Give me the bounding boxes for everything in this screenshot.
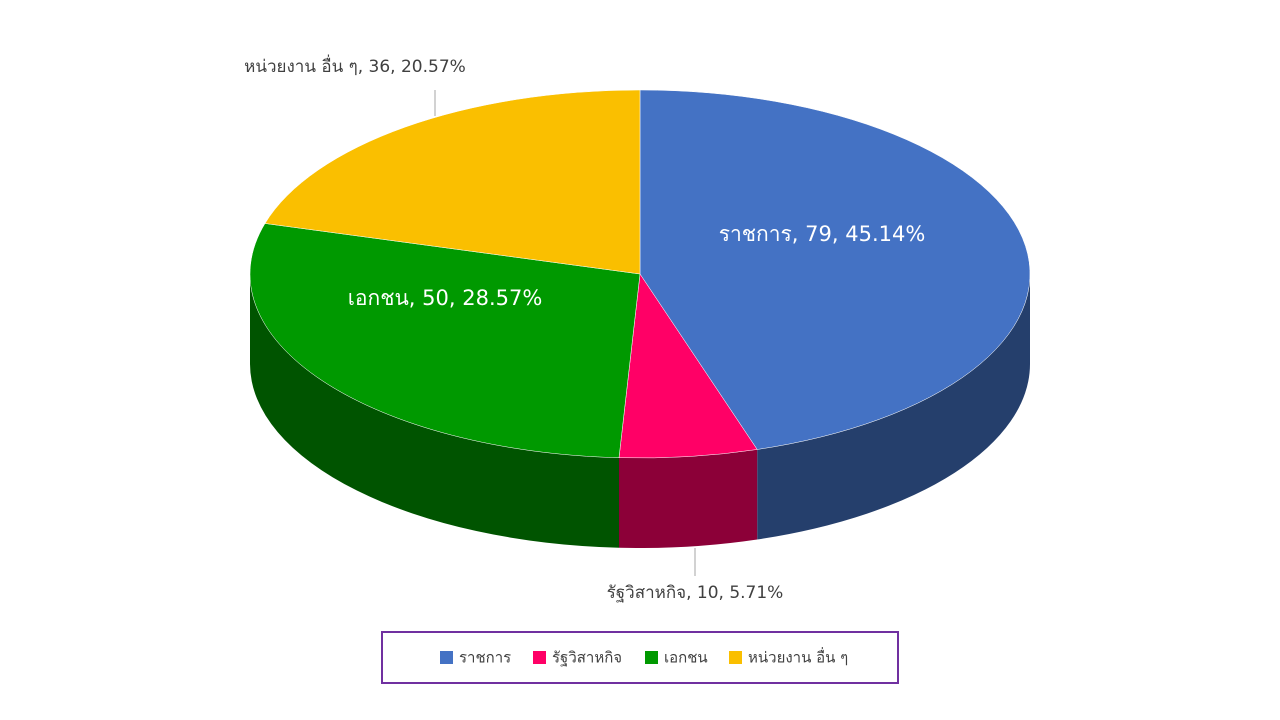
slice-side [250,274,620,548]
data-label: หน่วยงาน อื่น ๆ, 36, 20.57% [244,54,466,77]
slice [618,273,758,459]
slice [639,89,1031,450]
pie-tops [249,89,1031,459]
legend-label: ราชการ [459,649,511,667]
data-label: เอกชน, 50, 28.57% [348,286,543,310]
slice-side [619,449,758,548]
legend-swatch [645,651,658,664]
slice [264,89,641,275]
legend-swatch [440,651,453,664]
legend-swatch [533,651,546,664]
legend-swatch [729,651,742,664]
slice-side [757,274,1030,540]
legend-box [381,631,899,684]
pie-sides [250,274,1030,548]
data-label: ราชการ, 79, 45.14% [719,222,926,246]
slice [249,223,641,458]
data-label: รัฐวิสาหกิจ, 10, 5.71% [607,583,784,603]
legend-label: หน่วยงาน อื่น ๆ [748,647,848,667]
legend-label: เอกชน [664,649,708,667]
legend-label: รัฐวิสาหกิจ [552,649,622,667]
